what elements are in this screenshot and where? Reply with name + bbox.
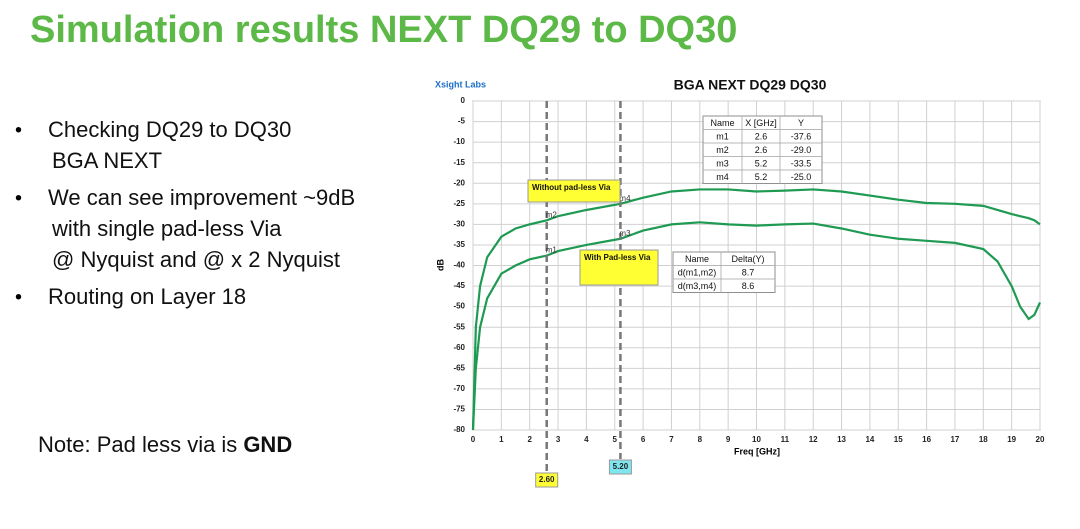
y-tick-label: -65 [453, 363, 465, 372]
marker-label: m1 [546, 246, 558, 255]
x-axis-label: Freq [GHz] [734, 446, 780, 456]
y-tick-label: -30 [453, 219, 465, 228]
y-tick-label: -15 [453, 158, 465, 167]
line-series [471, 188, 1041, 431]
bullet-text: We can see improvement ~9dB [48, 185, 355, 210]
x-tick-label: 20 [1036, 435, 1045, 444]
marker-table-text: -37.6 [791, 132, 812, 142]
delta-table-text: d(m3,m4) [678, 281, 717, 291]
bullet-text: with single pad-less Via [51, 216, 282, 241]
marker-table-text: 5.2 [755, 159, 768, 169]
marker-table-text: X [GHz] [745, 118, 777, 128]
bullet-dot: • [15, 286, 22, 308]
note-bold: GND [243, 432, 292, 457]
x-tick-label: 16 [922, 435, 931, 444]
y-axis-label: dB [435, 259, 445, 271]
marker-table-text: m2 [716, 145, 729, 155]
line-series [471, 221, 1041, 431]
marker-table-text: Name [710, 118, 734, 128]
y-tick-label: -75 [453, 405, 465, 414]
marker-table-text: -29.0 [791, 145, 812, 155]
marker-table-text: m1 [716, 132, 729, 142]
bullet-text: Routing on Layer 18 [48, 284, 246, 309]
x-tick-label: 0 [471, 435, 476, 444]
marker-table-text: Y [798, 118, 804, 128]
x-tick-label: 15 [894, 435, 903, 444]
x-tick-label: 5 [613, 435, 618, 444]
x-tick-label: 2 [527, 435, 532, 444]
marker-table-cell [779, 169, 823, 184]
cursor-box [608, 459, 632, 475]
x-tick-label: 12 [809, 435, 818, 444]
y-tick-label: -60 [453, 343, 465, 352]
marker-table-text: m4 [716, 172, 729, 182]
cursor-label: 2.60 [539, 475, 555, 484]
x-tick-label: 14 [865, 435, 874, 444]
x-tick-label: 18 [979, 435, 988, 444]
y-tick-label: -10 [453, 137, 465, 146]
marker-label: m4 [619, 194, 631, 203]
y-tick-label: -55 [453, 322, 465, 331]
x-tick-label: 19 [1007, 435, 1016, 444]
x-tick-label: 13 [837, 435, 846, 444]
cursor-label: 5.20 [613, 462, 629, 471]
delta-table-text: 8.7 [742, 268, 755, 278]
y-tick-label: 0 [461, 96, 466, 105]
marker-table-text: 2.6 [755, 132, 768, 142]
x-tick-label: 7 [669, 435, 674, 444]
delta-table-text: d(m1,m2) [678, 268, 717, 278]
annotation: With Pad-less Via [584, 253, 651, 262]
bullet-text: @ Nyquist and @ x 2 Nyquist [52, 247, 340, 272]
x-tick-label: 17 [950, 435, 959, 444]
y-tick-label: -50 [453, 302, 465, 311]
cursor-box [535, 472, 559, 488]
y-tick-label: -25 [453, 199, 465, 208]
delta-table-text: 8.6 [742, 281, 755, 291]
y-tick-label: -40 [453, 261, 465, 270]
marker-table-text: 2.6 [755, 145, 768, 155]
y-tick-label: -20 [453, 178, 465, 187]
marker-label: m2 [546, 210, 558, 219]
note-text: Note: Pad less via is [38, 432, 237, 457]
annotation-box [527, 179, 621, 203]
y-tick-label: -70 [453, 384, 465, 393]
delta-table-text: Delta(Y) [731, 254, 764, 264]
x-tick-label: 6 [641, 435, 646, 444]
annotation-box [579, 249, 659, 286]
bullet-dot: • [15, 119, 22, 141]
x-tick-label: 4 [584, 435, 589, 444]
chart-title: BGA NEXT DQ29 DQ30 [674, 77, 827, 93]
delta-table-text: Name [685, 254, 709, 264]
note: Note: Pad less via is GND [38, 432, 292, 457]
x-tick-label: 11 [781, 435, 790, 444]
bullet-dot: • [15, 187, 22, 209]
delta-table-cell [720, 278, 776, 293]
y-tick-label: -45 [453, 281, 465, 290]
bullet-text: BGA NEXT [52, 148, 162, 173]
bullet-text: Checking DQ29 to DQ30 [48, 117, 291, 142]
annotation: Without pad-less Via [532, 183, 611, 192]
x-tick-label: 8 [698, 435, 703, 444]
x-tick-label: 3 [556, 435, 561, 444]
marker-table-text: 5.2 [755, 172, 768, 182]
marker-table-text: -25.0 [791, 172, 812, 182]
y-tick-label: -5 [458, 117, 466, 126]
x-tick-label: 9 [726, 435, 731, 444]
y-tick-label: -80 [453, 425, 465, 434]
x-tick-label: 1 [499, 435, 504, 444]
y-tick-label: -35 [453, 240, 465, 249]
marker-table-text: -33.5 [791, 159, 812, 169]
marker-table [702, 115, 823, 184]
slide-title: Simulation results NEXT DQ29 to DQ30 [30, 9, 737, 51]
marker-label: m3 [619, 229, 631, 238]
brand: Xsight Labs [435, 79, 486, 89]
x-tick-label: 10 [752, 435, 761, 444]
marker-table-text: m3 [716, 159, 729, 169]
delta-table [672, 251, 776, 293]
